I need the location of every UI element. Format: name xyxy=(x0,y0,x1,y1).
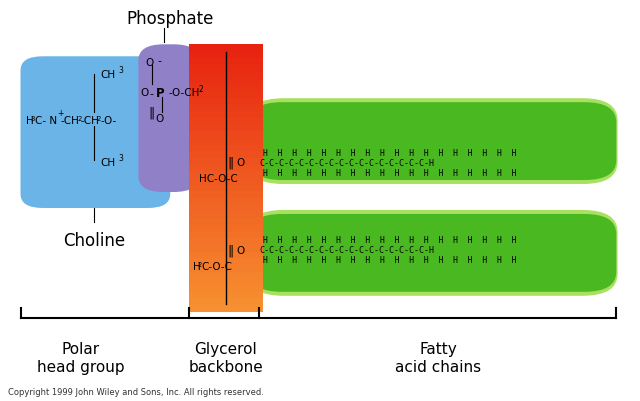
Text: Polar
head group: Polar head group xyxy=(37,342,125,374)
Bar xyxy=(189,205,262,212)
Bar xyxy=(189,171,262,178)
Bar xyxy=(189,191,262,198)
Bar xyxy=(189,144,262,152)
Text: H  H  H  H  H  H  H  H  H  H  H  H  H  H  H  H  H  H: H H H H H H H H H H H H H H H H H H xyxy=(262,168,516,177)
Text: ‖: ‖ xyxy=(148,106,154,119)
Bar xyxy=(189,45,262,52)
Text: 2: 2 xyxy=(97,116,101,122)
FancyBboxPatch shape xyxy=(248,99,618,184)
Text: Choline: Choline xyxy=(63,231,125,249)
Bar xyxy=(189,265,262,272)
Text: CH: CH xyxy=(100,158,115,168)
Text: O: O xyxy=(145,58,154,68)
FancyBboxPatch shape xyxy=(250,215,616,292)
Text: Copyright 1999 John Wiley and Sons, Inc. All rights reserved.: Copyright 1999 John Wiley and Sons, Inc.… xyxy=(8,387,264,396)
Text: O: O xyxy=(140,88,148,98)
Text: -: - xyxy=(157,56,161,66)
Text: H  H  H  H  H  H  H  H  H  H  H  H  H  H  H  H  H  H: H H H H H H H H H H H H H H H H H H xyxy=(262,256,516,265)
Text: 2: 2 xyxy=(198,261,202,267)
Bar xyxy=(189,184,262,192)
Bar xyxy=(189,231,262,239)
Text: +: + xyxy=(57,108,63,117)
Bar xyxy=(189,118,262,125)
Bar xyxy=(189,124,262,132)
Bar xyxy=(189,258,262,265)
Bar xyxy=(189,98,262,105)
Text: HC-O-C: HC-O-C xyxy=(199,174,237,184)
Bar xyxy=(189,71,262,79)
Bar xyxy=(189,285,262,292)
Bar xyxy=(189,278,262,286)
Bar xyxy=(189,111,262,119)
Text: O: O xyxy=(236,158,244,168)
Bar xyxy=(189,138,262,145)
Text: CH: CH xyxy=(100,70,115,80)
Text: 2: 2 xyxy=(77,116,81,122)
Text: ‖: ‖ xyxy=(228,244,234,257)
Bar xyxy=(189,151,262,158)
Text: H: H xyxy=(193,261,200,271)
FancyBboxPatch shape xyxy=(248,211,618,296)
Bar xyxy=(189,211,262,219)
Text: ‖: ‖ xyxy=(228,156,234,169)
Bar xyxy=(189,78,262,85)
Bar xyxy=(189,104,262,112)
Text: 3: 3 xyxy=(118,66,123,75)
Bar xyxy=(189,91,262,99)
Bar xyxy=(189,291,262,299)
Text: H  H  H  H  H  H  H  H  H  H  H  H  H  H  H  H  H  H: H H H H H H H H H H H H H H H H H H xyxy=(262,148,516,157)
Bar xyxy=(189,164,262,172)
Text: 3: 3 xyxy=(31,116,35,122)
Bar xyxy=(189,251,262,259)
Bar xyxy=(189,218,262,225)
Bar xyxy=(189,304,262,312)
Bar xyxy=(189,85,262,92)
Text: Fatty
acid chains: Fatty acid chains xyxy=(395,342,481,374)
Bar xyxy=(189,65,262,72)
Bar xyxy=(189,51,262,59)
Text: H: H xyxy=(26,116,33,126)
Bar xyxy=(189,131,262,139)
Text: O: O xyxy=(236,245,244,255)
Bar xyxy=(189,198,262,205)
Text: -: - xyxy=(149,89,153,99)
FancyBboxPatch shape xyxy=(138,45,199,192)
Bar xyxy=(189,58,262,65)
Bar xyxy=(189,158,262,165)
Text: -O-CH: -O-CH xyxy=(168,88,200,98)
Text: 3: 3 xyxy=(118,154,123,163)
Text: C-C-C-C-C-C-C-C-C-C-C-C-C-C-C-C-C-H: C-C-C-C-C-C-C-C-C-C-C-C-C-C-C-C-C-H xyxy=(259,158,435,167)
Text: 2: 2 xyxy=(199,85,204,94)
Bar xyxy=(189,238,262,245)
Bar xyxy=(189,298,262,305)
Text: Phosphate: Phosphate xyxy=(127,10,214,28)
Text: Glycerol
backbone: Glycerol backbone xyxy=(188,342,263,374)
FancyBboxPatch shape xyxy=(250,103,616,180)
Text: C-O-C: C-O-C xyxy=(202,261,232,271)
Text: C- N: C- N xyxy=(35,116,57,126)
Bar xyxy=(189,271,262,279)
Bar xyxy=(189,245,262,252)
Text: -CH: -CH xyxy=(81,116,99,126)
Text: -CH: -CH xyxy=(61,116,79,126)
Bar xyxy=(189,178,262,185)
FancyBboxPatch shape xyxy=(20,57,170,209)
Text: -O-: -O- xyxy=(100,116,116,126)
Text: H  H  H  H  H  H  H  H  H  H  H  H  H  H  H  H  H  H: H H H H H H H H H H H H H H H H H H xyxy=(262,236,516,245)
Text: P: P xyxy=(156,87,164,99)
Bar xyxy=(189,225,262,232)
Text: C-C-C-C-C-C-C-C-C-C-C-C-C-C-C-C-C-H: C-C-C-C-C-C-C-C-C-C-C-C-C-C-C-C-C-H xyxy=(259,246,435,255)
Text: O: O xyxy=(156,114,164,124)
